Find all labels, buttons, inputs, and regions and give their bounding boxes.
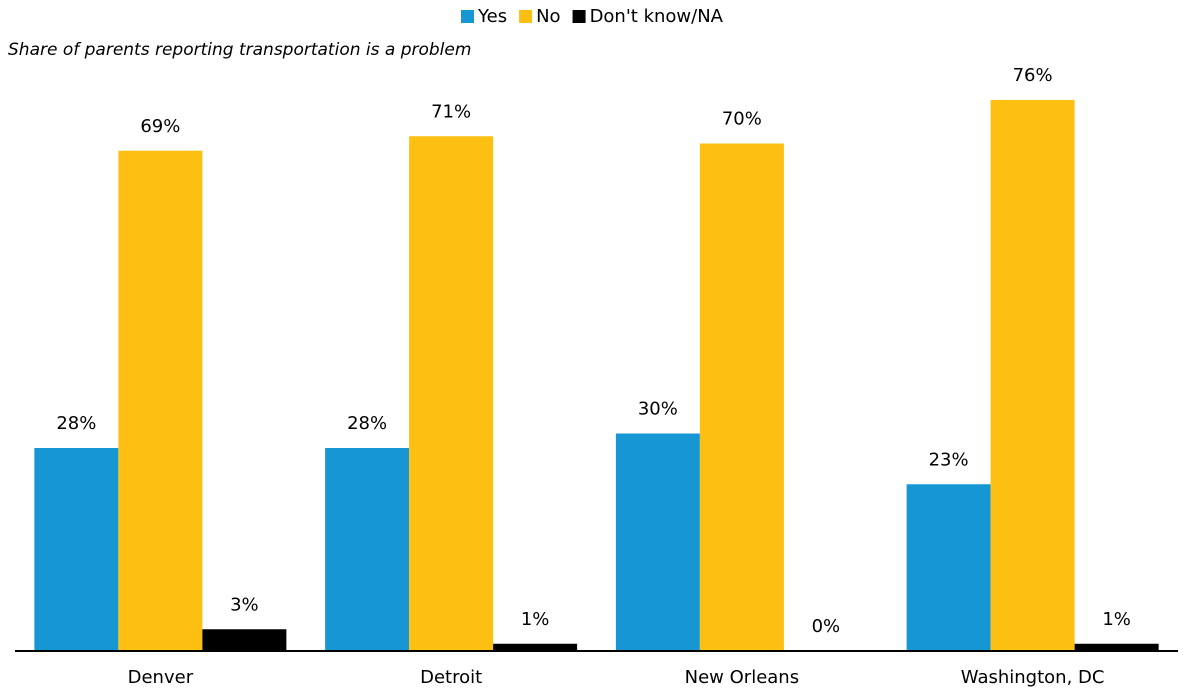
bar xyxy=(699,143,784,651)
bar xyxy=(906,484,991,651)
legend-swatch xyxy=(572,10,586,23)
x-tick-label: New Orleans xyxy=(685,667,799,688)
bar xyxy=(615,433,700,651)
bar xyxy=(325,448,410,651)
x-tick-label: Washington, DC xyxy=(961,667,1105,688)
chart-title: Share of parents reporting transportatio… xyxy=(8,40,471,60)
data-label: 0% xyxy=(812,616,841,637)
data-label: 69% xyxy=(140,116,180,137)
legend-label: Don't know/NA xyxy=(590,6,724,27)
legend-label: No xyxy=(536,6,560,27)
data-label: 28% xyxy=(347,413,387,434)
bar xyxy=(202,629,287,651)
data-label: 1% xyxy=(1102,609,1131,630)
data-label: 23% xyxy=(929,449,969,470)
legend-swatch xyxy=(519,10,533,23)
x-tick-label: Denver xyxy=(128,667,194,688)
data-label: 1% xyxy=(521,609,550,630)
data-label: 30% xyxy=(638,399,678,420)
data-label: 76% xyxy=(1013,65,1053,86)
bar xyxy=(493,643,578,651)
data-label: 28% xyxy=(56,413,96,434)
bar xyxy=(34,448,119,651)
bar xyxy=(118,150,203,651)
bar xyxy=(1074,643,1159,651)
bar xyxy=(409,136,494,651)
data-label: 3% xyxy=(230,594,259,615)
data-label: 70% xyxy=(722,109,762,130)
bar xyxy=(990,100,1075,651)
x-tick-label: Detroit xyxy=(420,667,482,688)
legend-label: Yes xyxy=(477,6,507,27)
legend-swatch xyxy=(461,10,475,23)
data-label: 71% xyxy=(431,101,471,122)
